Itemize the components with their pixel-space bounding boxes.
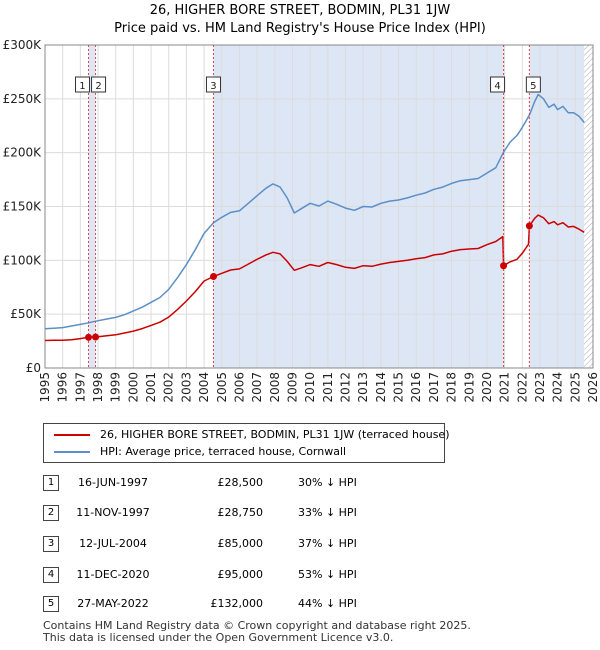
sale-marker-label: 4 <box>494 81 500 92</box>
sale-point <box>84 333 92 341</box>
sale-marker-box <box>490 76 506 93</box>
sale-marker-label: 3 <box>210 81 216 92</box>
legend: 26, HIGHER BORE STREET, BODMIN, PL31 1JW… <box>43 423 449 463</box>
x-tick-label: 2025 <box>568 372 582 403</box>
legend-label-property: 26, HIGHER BORE STREET, BODMIN, PL31 1JW… <box>100 428 450 441</box>
sale-marker-box <box>205 76 221 93</box>
table-row: 2 11-NOV-1997 £28,750 33% ↓ HPI <box>43 505 373 521</box>
x-tick-label: 1996 <box>56 372 70 403</box>
sale-hpi-diff: 44% ↓ HPI <box>298 597 357 610</box>
x-tick-label: 2018 <box>445 372 459 403</box>
footer-attribution: Contains HM Land Registry data © Crown c… <box>43 620 471 644</box>
table-row: 4 11-DEC-2020 £95,000 53% ↓ HPI <box>43 567 373 583</box>
x-tick-label: 2026 <box>586 372 600 403</box>
sale-date: 11-DEC-2020 <box>76 568 150 581</box>
sale-price: £132,000 <box>210 597 264 610</box>
x-tick-label: 2016 <box>409 372 423 403</box>
x-tick-label: 1995 <box>38 372 52 403</box>
sale-number-badge: 5 <box>43 596 59 612</box>
x-tick-label: 2003 <box>179 372 193 403</box>
sale-date: 11-NOV-1997 <box>76 506 150 519</box>
x-tick-label: 2011 <box>321 372 335 403</box>
y-tick-label: £100K <box>3 253 43 267</box>
x-tick-label: 2021 <box>498 372 512 403</box>
footer-line-2: This data is licensed under the Open Gov… <box>43 631 394 644</box>
x-tick-label: 2014 <box>374 372 388 403</box>
sale-price: £28,500 <box>217 476 264 489</box>
title-line-2: Price paid vs. HM Land Registry's House … <box>114 21 486 36</box>
x-tick-label: 1998 <box>91 372 105 403</box>
x-tick-label: 2009 <box>285 372 299 403</box>
legend-swatch-property <box>54 434 90 436</box>
x-tick-label: 2020 <box>480 372 494 403</box>
x-tick-label: 2008 <box>268 372 282 403</box>
x-tick-label: 1997 <box>73 372 87 403</box>
x-tick-label: 2004 <box>197 372 211 403</box>
sale-hpi-diff: 37% ↓ HPI <box>298 537 357 550</box>
x-tick-label: 2024 <box>551 372 565 403</box>
x-tick-label: 2015 <box>392 372 406 403</box>
sale-number-badge: 3 <box>43 536 59 552</box>
sale-price: £95,000 <box>217 568 264 581</box>
sale-marker-box <box>74 76 90 93</box>
table-row: 1 16-JUN-1997 £28,500 30% ↓ HPI <box>43 475 373 491</box>
x-tick-label: 2010 <box>303 372 317 403</box>
chart-title: 26, HIGHER BORE STREET, BODMIN, PL31 1JW… <box>0 2 600 38</box>
sale-hpi-diff: 33% ↓ HPI <box>298 506 357 519</box>
x-tick-label: 2023 <box>533 372 547 403</box>
sale-point <box>92 333 100 341</box>
sale-number-badge: 4 <box>43 567 59 583</box>
sale-marker-label: 1 <box>79 81 85 92</box>
sale-hpi-diff: 53% ↓ HPI <box>298 568 357 581</box>
y-tick-label: £200K <box>3 146 43 160</box>
legend-label-hpi: HPI: Average price, terraced house, Corn… <box>100 445 347 458</box>
sale-marker-box <box>91 76 107 93</box>
table-row: 3 12-JUL-2004 £85,000 37% ↓ HPI <box>43 536 373 552</box>
y-tick-label: £50K <box>10 307 42 321</box>
x-tick-label: 2012 <box>339 372 353 403</box>
sale-point <box>209 272 217 280</box>
title-line-1: 26, HIGHER BORE STREET, BODMIN, PL31 1JW <box>149 3 451 18</box>
y-tick-label: £0 <box>26 361 41 375</box>
y-tick-label: £250K <box>3 92 43 106</box>
sale-number-badge: 2 <box>43 505 59 521</box>
sale-point <box>500 262 508 270</box>
x-tick-label: 2006 <box>232 372 246 403</box>
sale-date: 16-JUN-1997 <box>77 476 149 489</box>
sale-hpi-diff: 30% ↓ HPI <box>298 476 357 489</box>
y-tick-label: £150K <box>3 200 43 214</box>
sale-number-badge: 1 <box>43 475 59 491</box>
footer-line-1: Contains HM Land Registry data © Crown c… <box>43 619 471 632</box>
sale-price: £28,750 <box>217 506 264 519</box>
property-series-line <box>44 214 585 342</box>
legend-swatch-hpi <box>54 451 90 453</box>
x-tick-label: 2005 <box>215 372 229 403</box>
table-row: 5 27-MAY-2022 £132,000 44% ↓ HPI <box>43 596 373 612</box>
x-tick-label: 2002 <box>162 372 176 403</box>
sale-date: 27-MAY-2022 <box>77 597 149 610</box>
hpi-series-line <box>44 93 585 330</box>
y-tick-label: £300K <box>3 38 43 52</box>
x-tick-label: 2017 <box>427 372 441 403</box>
x-tick-label: 2001 <box>144 372 158 403</box>
sale-point <box>525 222 533 230</box>
x-tick-label: 2019 <box>462 372 476 403</box>
x-tick-label: 2022 <box>515 372 529 403</box>
x-tick-label: 2000 <box>126 372 140 403</box>
x-tick-label: 2013 <box>356 372 370 403</box>
sale-marker-label: 5 <box>530 81 536 92</box>
sale-marker-box <box>525 76 541 93</box>
x-tick-label: 1999 <box>109 372 123 403</box>
x-tick-label: 2007 <box>250 372 264 403</box>
sale-price: £85,000 <box>217 537 264 550</box>
sale-date: 12-JUL-2004 <box>79 537 147 550</box>
plot-frame <box>44 44 594 369</box>
sale-marker-label: 2 <box>95 81 101 92</box>
